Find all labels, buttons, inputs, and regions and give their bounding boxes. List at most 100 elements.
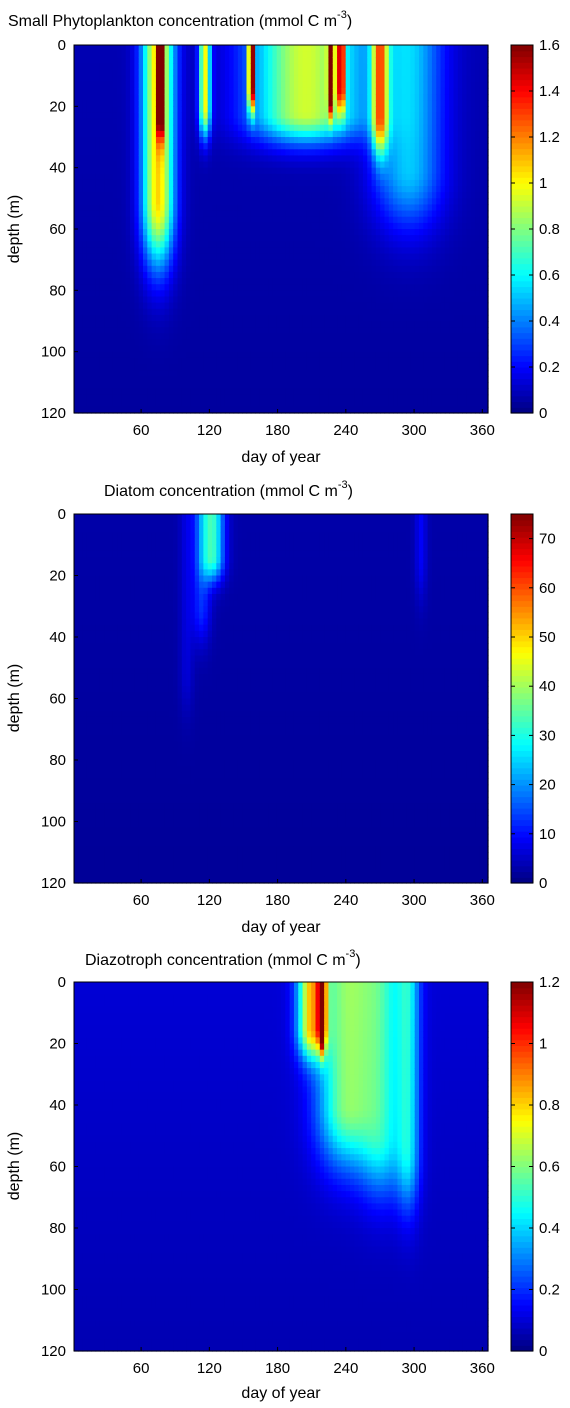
heatmap-cell	[427, 198, 433, 206]
heatmap-cell	[324, 192, 330, 199]
heatmap-cell	[384, 229, 390, 236]
heatmap-cell	[74, 161, 79, 169]
heatmap-cell	[177, 75, 183, 83]
heatmap-cell	[350, 124, 355, 132]
heatmap-cell	[306, 265, 312, 273]
heatmap-cell	[121, 229, 127, 236]
heatmap-cell	[268, 63, 273, 71]
heatmap-cell	[268, 192, 273, 199]
heatmap-cell	[224, 210, 230, 218]
heatmap-cell	[268, 112, 273, 120]
heatmap-cell	[358, 186, 364, 193]
heatmap-cell	[380, 69, 386, 77]
heatmap-cell	[354, 75, 360, 83]
heatmap-cell	[216, 259, 222, 267]
heatmap-cell	[246, 155, 252, 163]
heatmap-cell	[147, 124, 153, 132]
heatmap-cell	[332, 308, 338, 316]
heatmap-cell	[324, 296, 330, 304]
heatmap-cell	[147, 87, 153, 95]
heatmap-cell	[173, 290, 179, 298]
heatmap-cell	[328, 130, 334, 138]
heatmap-cell	[164, 173, 170, 181]
heatmap-cell	[99, 143, 105, 150]
heatmap-cell	[306, 94, 312, 101]
heatmap-cell	[237, 143, 243, 150]
heatmap-cell	[220, 271, 226, 279]
heatmap-cell	[112, 345, 118, 353]
heatmap-cell	[134, 137, 140, 144]
heatmap-cell	[328, 186, 334, 193]
heatmap-cell	[358, 271, 364, 279]
heatmap-cell	[367, 247, 373, 255]
heatmap-cell	[362, 192, 368, 199]
heatmap-cell	[281, 57, 286, 64]
heatmap-cell	[108, 314, 114, 322]
heatmap-cell	[155, 124, 161, 132]
heatmap-cell	[233, 45, 239, 52]
heatmap-cell	[414, 235, 420, 242]
heatmap-cell	[345, 321, 351, 328]
heatmap-cell	[237, 290, 243, 298]
heatmap-cell	[194, 137, 200, 144]
heatmap-cell	[319, 51, 325, 58]
heatmap-cell	[91, 241, 97, 248]
heatmap-cell	[160, 75, 166, 83]
heatmap-cell	[337, 363, 342, 371]
heatmap-cell	[220, 394, 226, 402]
heatmap-cell	[423, 81, 429, 89]
heatmap-cell	[281, 327, 286, 334]
heatmap-cell	[341, 296, 347, 304]
heatmap-cell	[371, 81, 377, 89]
heatmap-cell	[112, 75, 118, 83]
heatmap-cell	[177, 321, 183, 328]
heatmap-cell	[112, 118, 118, 126]
heatmap-cell	[108, 149, 114, 156]
heatmap-cell	[410, 308, 416, 316]
heatmap-cell	[350, 179, 355, 187]
heatmap-cell	[168, 63, 174, 71]
heatmap-cell	[255, 321, 261, 328]
heatmap-cell	[354, 284, 360, 291]
heatmap-cell	[354, 198, 360, 206]
heatmap-cell	[250, 363, 256, 371]
heatmap-cell	[345, 118, 351, 126]
heatmap-cell	[263, 143, 269, 150]
heatmap-cell	[281, 63, 286, 71]
heatmap-cell	[406, 112, 411, 120]
heatmap-cell	[397, 253, 403, 261]
heatmap-cell	[393, 112, 399, 120]
heatmap-cell	[263, 216, 269, 224]
heatmap-cell	[423, 124, 429, 132]
heatmap-cell	[302, 308, 308, 316]
heatmap-cell	[229, 118, 235, 126]
heatmap-cell	[354, 179, 360, 187]
heatmap-cell	[82, 100, 88, 107]
heatmap-cell	[233, 100, 239, 107]
heatmap-cell	[315, 192, 321, 199]
heatmap-cell	[216, 296, 222, 304]
heatmap-cell	[229, 321, 235, 328]
heatmap-cell	[319, 155, 325, 163]
heatmap-cell	[220, 308, 226, 316]
heatmap-cell	[401, 265, 407, 273]
heatmap-cell	[268, 265, 273, 273]
heatmap-cell	[130, 155, 135, 163]
heatmap-cell	[337, 155, 342, 163]
heatmap-cell	[242, 57, 248, 64]
heatmap-cell	[181, 106, 187, 114]
heatmap-cell	[160, 382, 166, 390]
heatmap-cell	[216, 192, 222, 199]
heatmap-cell	[298, 290, 304, 298]
heatmap-cell	[199, 339, 204, 347]
heatmap-cell	[86, 69, 92, 77]
heatmap-cell	[259, 75, 265, 83]
heatmap-cell	[155, 235, 161, 242]
heatmap-cell	[371, 45, 377, 52]
heatmap-cell	[306, 296, 312, 304]
heatmap-cell	[242, 265, 248, 273]
heatmap-cell	[367, 394, 373, 402]
heatmap-cell	[255, 75, 261, 83]
heatmap-cell	[371, 161, 377, 169]
heatmap-cell	[311, 284, 317, 291]
